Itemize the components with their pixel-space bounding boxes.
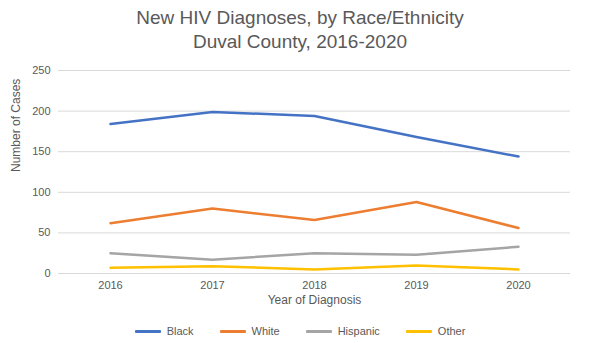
svg-text:2019: 2019 <box>404 279 428 291</box>
svg-text:Year of Diagnosis: Year of Diagnosis <box>268 293 362 307</box>
svg-text:2017: 2017 <box>200 279 224 291</box>
html-text:Black: Black <box>166 325 194 337</box>
svg-text:0: 0 <box>44 267 50 279</box>
svg-text:250: 250 <box>32 64 50 76</box>
svg-text:150: 150 <box>32 145 50 157</box>
svg-text:2018: 2018 <box>302 279 326 291</box>
svg-text:Number of Cases: Number of Cases <box>9 79 23 172</box>
html-text:White: White <box>251 325 280 337</box>
svg-text:2020: 2020 <box>506 279 530 291</box>
html-text:Other: Other <box>437 325 466 337</box>
html-text:Hispanic: Hispanic <box>337 325 380 337</box>
html-text:Duval County, 2016-2020: Duval County, 2016-2020 <box>193 31 407 52</box>
html-text:New HIV Diagnoses, by Race/Eth: New HIV Diagnoses, by Race/Ethnicity <box>136 7 464 28</box>
svg-text:50: 50 <box>38 226 50 238</box>
svg-text:2016: 2016 <box>98 279 122 291</box>
svg-text:100: 100 <box>32 186 50 198</box>
svg-text:200: 200 <box>32 105 50 117</box>
